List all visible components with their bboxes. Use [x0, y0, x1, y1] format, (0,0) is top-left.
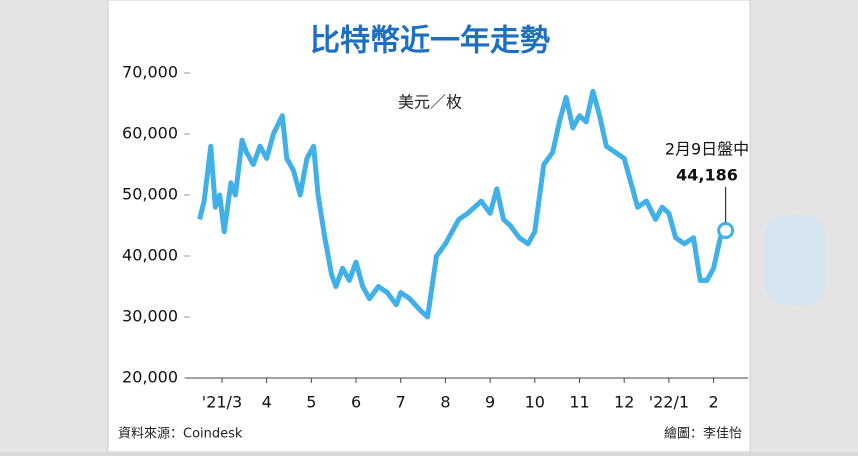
x-tick-label: '22/1 [649, 393, 689, 412]
y-tick-label: 70,000 [122, 63, 178, 82]
unit-label: 美元／枚 [398, 93, 462, 112]
y-tick-label: 60,000 [122, 124, 178, 143]
x-tick-label: 7 [396, 393, 406, 412]
x-tick-label: '21/3 [202, 393, 242, 412]
y-tick-label: 20,000 [122, 368, 178, 387]
annotation: 2月9日盤中 [665, 140, 749, 159]
y-tick-label: 30,000 [122, 307, 178, 326]
x-tick-label: 8 [440, 393, 450, 412]
x-tick-label: 10 [525, 393, 545, 412]
x-tick-label: 11 [569, 393, 589, 412]
panel [107, 0, 751, 453]
x-tick-label: 5 [306, 393, 316, 412]
x-tick-label: 6 [351, 393, 361, 412]
source: 資料來源：Coindesk [118, 427, 243, 442]
chart-title: 比特幣近一年走勢 [310, 24, 550, 59]
credit: 繪圖：李佳怡 [664, 426, 742, 442]
x-tick-label: 2 [708, 393, 718, 412]
y-tick-label: 40,000 [122, 246, 178, 265]
price-line [197, 88, 728, 320]
end-marker [717, 221, 735, 239]
x-tick-label: 12 [614, 393, 634, 412]
x-tick-label: 4 [262, 393, 272, 412]
y-tick-label: 50,000 [122, 185, 178, 204]
x-tick-label: 9 [485, 393, 495, 412]
value-label: 44,186 [676, 166, 738, 185]
blur-decoration [765, 215, 825, 305]
